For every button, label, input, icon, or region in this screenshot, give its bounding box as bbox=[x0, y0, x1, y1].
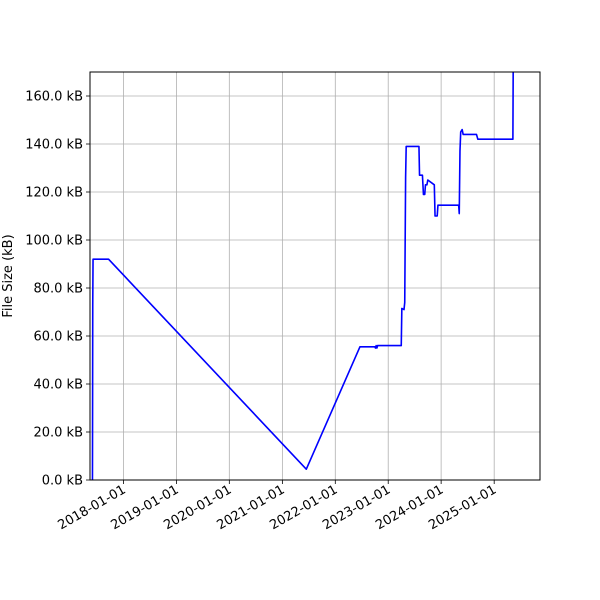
y-tick-label: 160.0 kB bbox=[25, 90, 83, 105]
y-tick-label: 60.0 kB bbox=[33, 330, 83, 345]
plot-frame bbox=[89, 71, 541, 481]
series-layer bbox=[91, 72, 514, 480]
grid bbox=[90, 72, 540, 481]
series-line-0 bbox=[91, 72, 514, 480]
y-tick-label: 140.0 kB bbox=[25, 138, 83, 153]
x-axis: 2018-01-012019-01-012020-01-012021-01-01… bbox=[56, 480, 499, 533]
y-axis-label: File Size (kB) bbox=[1, 234, 16, 317]
y-tick-label: 20.0 kB bbox=[33, 426, 83, 441]
y-tick-label: 40.0 kB bbox=[33, 378, 83, 393]
y-axis: 0.0 kB 20.0 kB 40.0 kB 60.0 kB 80.0 kB 100.0 … bbox=[25, 90, 90, 489]
y-tick-label: 0.0 kB bbox=[42, 474, 83, 489]
y-tick-label: 100.0 kB bbox=[25, 234, 83, 249]
y-tick-label: 120.0 kB bbox=[25, 186, 83, 201]
y-tick-label: 80.0 kB bbox=[33, 282, 83, 297]
